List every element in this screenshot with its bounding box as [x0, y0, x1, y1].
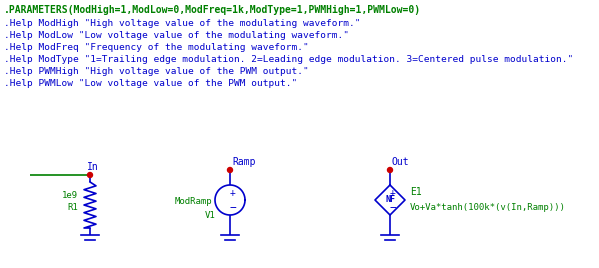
- Text: .Help ModLow "Low voltage value of the modulating waveform.": .Help ModLow "Low voltage value of the m…: [4, 31, 349, 40]
- Text: +: +: [230, 188, 236, 198]
- Text: .Help PWMHigh "High voltage value of the PWM output.": .Help PWMHigh "High voltage value of the…: [4, 67, 308, 76]
- Text: −: −: [229, 203, 237, 213]
- Text: .Help ModType "1=Trailing edge modulation. 2=Leading edge modulation. 3=Centered: .Help ModType "1=Trailing edge modulatio…: [4, 55, 573, 64]
- Text: .Help ModHigh "High voltage value of the modulating waveform.": .Help ModHigh "High voltage value of the…: [4, 19, 361, 28]
- Circle shape: [228, 168, 232, 173]
- Text: +: +: [390, 188, 396, 198]
- Text: E1: E1: [410, 187, 422, 197]
- Text: R1: R1: [67, 203, 78, 213]
- Text: .Help PWMLow "Low voltage value of the PWM output.": .Help PWMLow "Low voltage value of the P…: [4, 79, 297, 88]
- Text: Ramp: Ramp: [232, 157, 256, 167]
- Text: NF: NF: [385, 195, 395, 204]
- Text: .PARAMETERS(ModHigh=1,ModLow=0,ModFreq=1k,ModType=1,PWMHigh=1,PWMLow=0): .PARAMETERS(ModHigh=1,ModLow=0,ModFreq=1…: [4, 5, 421, 15]
- Text: Vo+Va*tanh(100k*(v(In,Ramp))): Vo+Va*tanh(100k*(v(In,Ramp))): [410, 203, 566, 213]
- Text: In: In: [87, 162, 99, 172]
- Text: 1e9: 1e9: [62, 192, 78, 200]
- Text: −: −: [389, 203, 397, 213]
- Text: V1: V1: [205, 211, 216, 221]
- Text: Out: Out: [392, 157, 410, 167]
- Circle shape: [388, 168, 392, 173]
- Text: .Help ModFreq "Frequency of the modulating waveform.": .Help ModFreq "Frequency of the modulati…: [4, 43, 308, 52]
- Text: ModRamp: ModRamp: [175, 198, 213, 207]
- Circle shape: [87, 173, 92, 177]
